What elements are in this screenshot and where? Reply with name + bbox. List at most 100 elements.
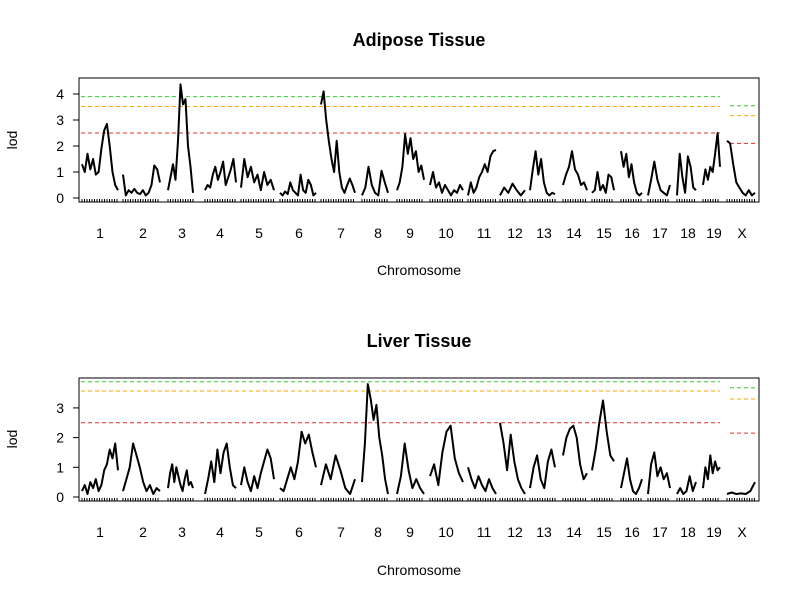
x-tick-label: 3 [178,225,186,241]
x-tick-label: 11 [477,225,492,241]
x-tick-label: 17 [652,225,668,241]
x-tick-label: 12 [507,524,523,540]
lod-curve-chr-15 [591,399,615,471]
lod-curve-chr-8 [361,383,389,495]
x-tick-label: 16 [624,225,640,241]
lod-curve-chr-5 [240,448,275,493]
x-tick-label: 11 [477,524,492,540]
lod-curve-chr-3 [167,463,194,493]
lod-curve-chr-19 [702,132,721,186]
lod-curve-chr-17 [647,160,671,197]
lod-curve-chr-5 [240,158,275,192]
plot-frame [78,377,760,502]
lod-curve-chr-4 [204,442,237,495]
chart-title: Liver Tissue [367,331,472,351]
x-tick-label: 9 [406,524,414,540]
lod-curve-chr-3 [167,83,194,193]
marker-rug [81,199,755,202]
x-tick-label: 16 [624,524,640,540]
x-tick-label: 13 [536,524,552,540]
lod-curve-chr-11 [467,467,497,495]
x-tick-label: 13 [536,225,552,241]
x-tick-label: X [737,225,747,241]
x-axis-label: Chromosome [377,562,461,578]
x-tick-label: 15 [596,524,612,540]
lod-curve-chr-19 [702,454,721,489]
x-tick-label: 8 [374,524,382,540]
lod-curve-chr-18 [676,152,697,196]
y-tick-label: 1 [56,459,64,475]
x-tick-label: 12 [507,225,523,241]
x-tick-label: 7 [337,225,345,241]
x-tick-label: 18 [680,225,696,241]
lod-curve-chr-10 [429,171,464,197]
x-tick-label: 10 [438,524,454,540]
x-axis-label: Chromosome [377,262,461,278]
y-tick-label: 0 [56,489,64,505]
x-tick-label: 3 [178,524,186,540]
lod-curve-chr-6 [279,430,317,493]
lod-curve-chr-7 [320,90,356,194]
x-tick-label: 7 [337,524,345,540]
x-tick-label: 18 [680,524,696,540]
x-tick-label: 5 [255,524,263,540]
x-tick-label: 4 [216,524,224,540]
lod-curve-chr-2 [122,164,161,197]
lod-curve-chr-2 [122,442,161,495]
x-tick-label: 4 [216,225,224,241]
lod-curve-chr-4 [204,158,237,191]
x-tick-label: 8 [374,225,382,241]
x-tick-label: 14 [566,524,582,540]
x-tick-label: 6 [295,225,303,241]
lod-curve-chr-10 [429,424,464,487]
x-tick-label: 10 [438,225,454,241]
lod-curve-chr-12 [499,422,526,495]
y-axis-label: lod [4,131,20,150]
x-tick-label: 15 [596,225,612,241]
lod-curve-chr-7 [320,454,356,495]
lod-curve-chr-17 [647,451,671,495]
x-tick-label: 14 [566,225,582,241]
lod-curve-chr-1 [81,442,119,495]
lod-curve-chr-6 [279,173,317,197]
lod-curve-chr-12 [499,182,526,197]
y-tick-label: 2 [56,430,64,446]
x-tick-label: 1 [96,524,104,540]
lod-curve-chr-1 [81,122,119,191]
y-tick-label: 3 [56,112,64,128]
marker-rug [81,498,755,501]
x-tick-label: 19 [706,524,722,540]
x-tick-label: 2 [139,524,147,540]
lod-curve-chr-X [726,140,756,197]
y-tick-label: 3 [56,400,64,416]
x-tick-label: 19 [706,225,722,241]
lod-curve-chr-16 [620,457,643,495]
x-tick-label: 17 [652,524,668,540]
x-tick-label: 2 [139,225,147,241]
chart-title: Adipose Tissue [353,30,486,50]
lod-curve-chr-14 [562,424,588,481]
y-tick-label: 1 [56,164,64,180]
y-tick-label: 4 [56,86,64,102]
x-tick-label: X [737,524,747,540]
x-tick-label: 5 [255,225,263,241]
lod-curve-chr-15 [591,171,615,194]
lod-curve-chr-13 [529,150,556,197]
y-tick-label: 2 [56,138,64,154]
lod-curve-chr-16 [620,151,643,197]
y-axis-label: lod [4,430,20,449]
lod-curve-chr-18 [676,475,697,495]
lod-curve-chr-9 [396,133,425,191]
lod-curve-chr-13 [529,448,556,490]
x-tick-label: 1 [96,225,104,241]
lod-curve-chr-8 [361,165,389,197]
x-tick-label: 9 [406,225,414,241]
lod-curve-chr-14 [562,150,588,191]
lod-curve-chr-9 [396,442,425,495]
y-tick-label: 0 [56,190,64,206]
lod-curve-chr-X [726,481,756,495]
